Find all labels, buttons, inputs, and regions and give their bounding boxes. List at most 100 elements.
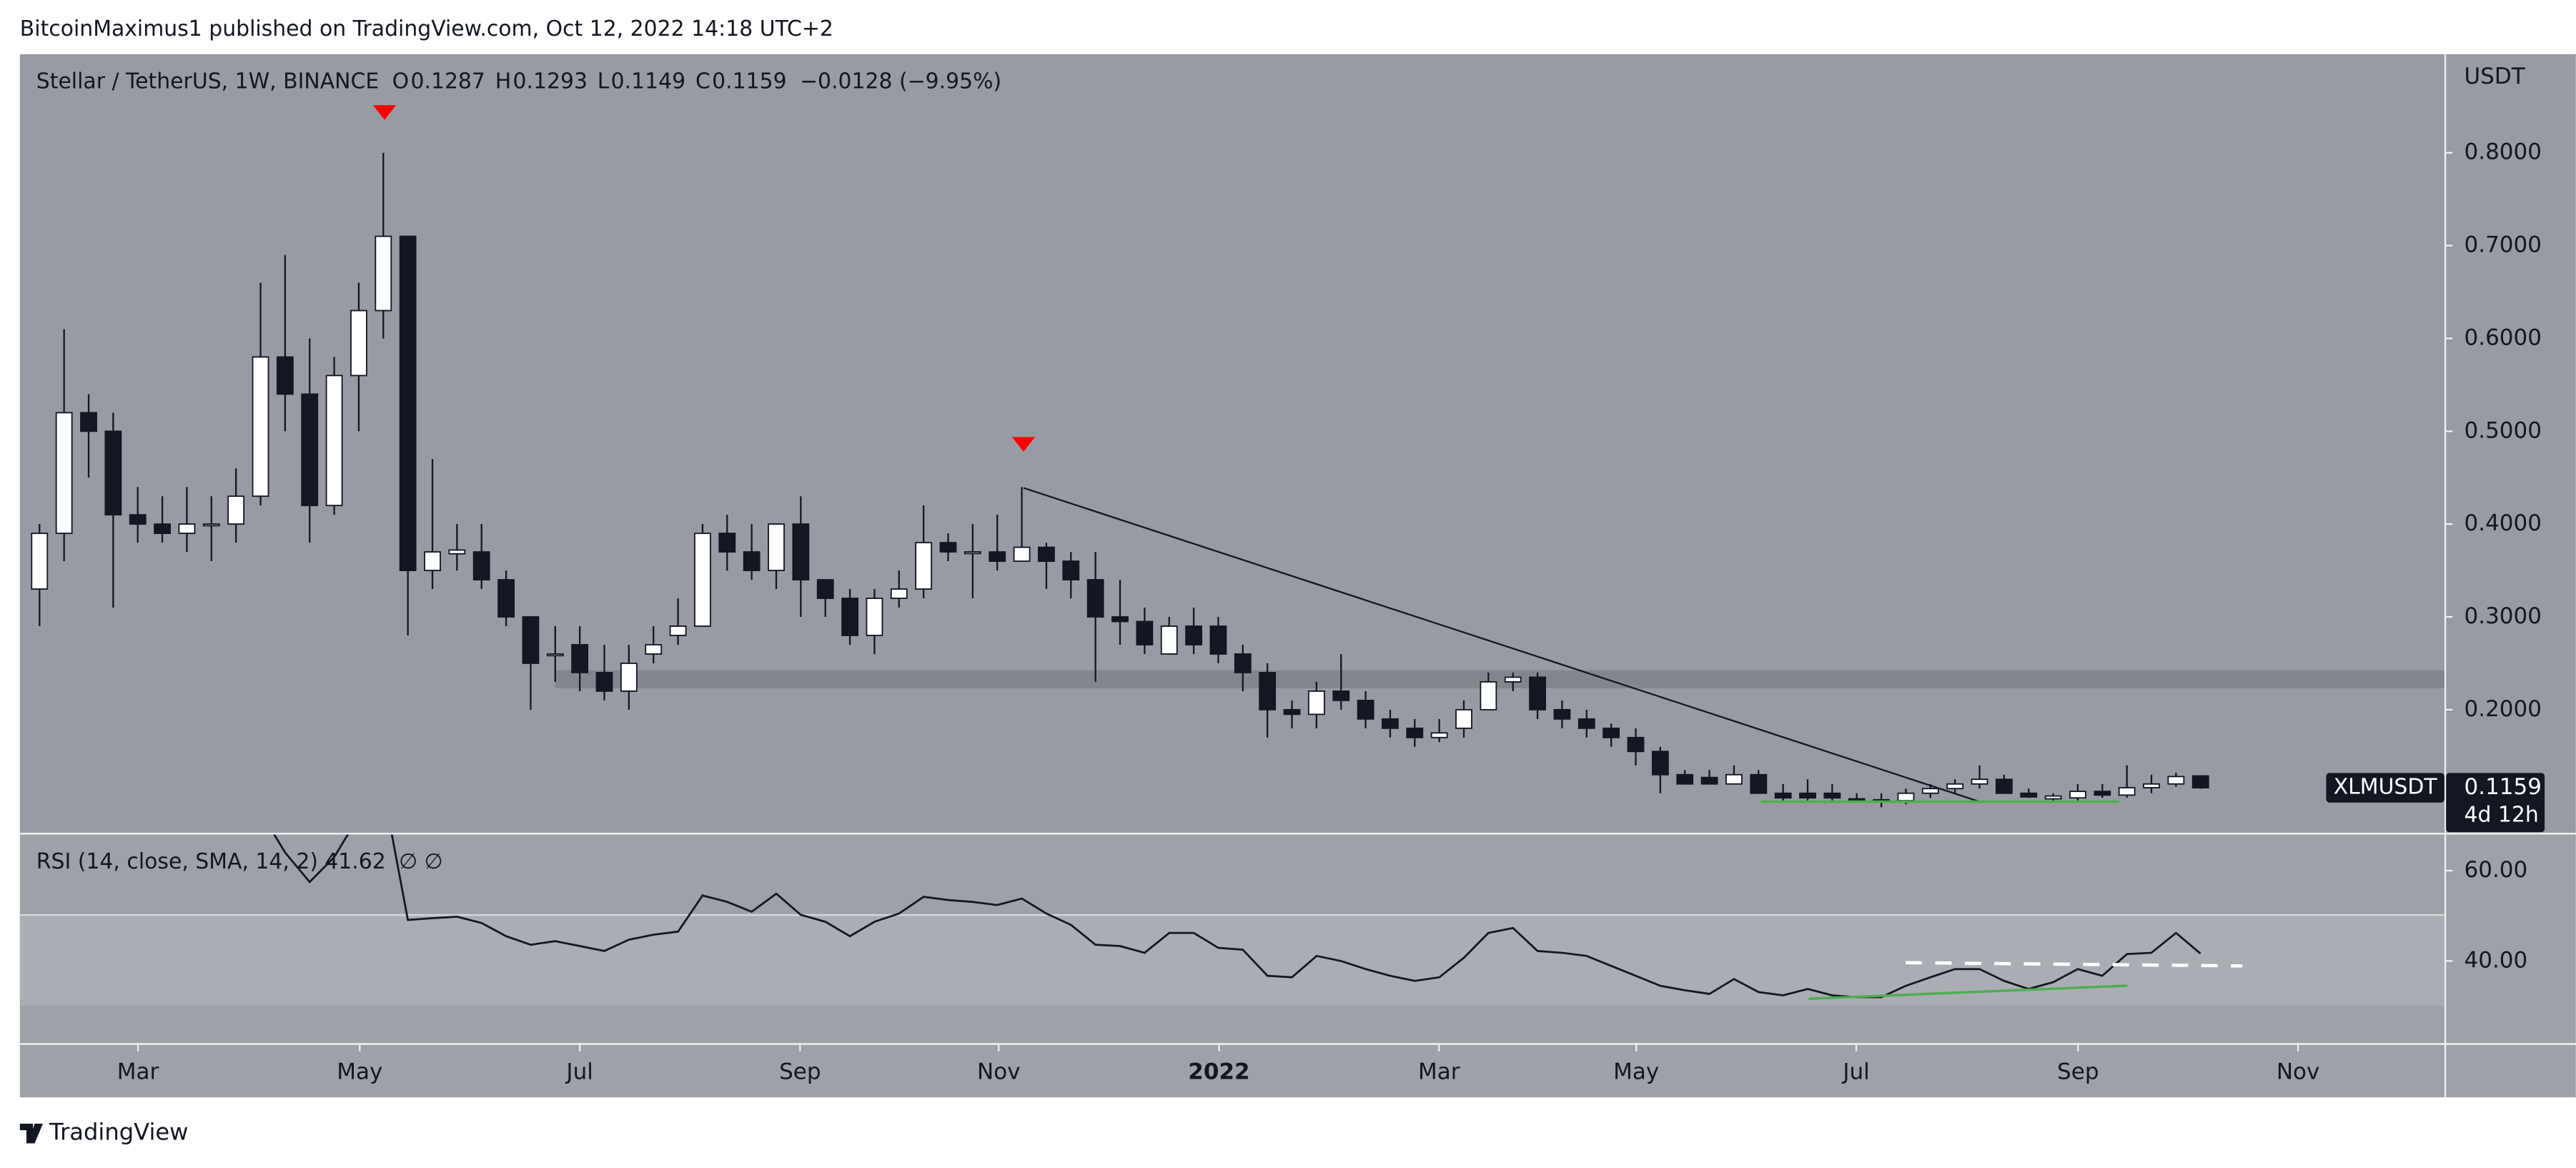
candle-body: [104, 430, 122, 516]
candle-body: [1750, 773, 1768, 794]
candle-body: [1136, 620, 1154, 645]
candle-body: [1602, 727, 1620, 738]
candle-body: [1651, 751, 1669, 776]
candle-body: [2069, 791, 2086, 799]
ohlc-value: 0.1293: [512, 69, 587, 94]
candle-body: [252, 356, 269, 498]
candle-body: [1160, 625, 1178, 655]
candle-body: [1971, 778, 1988, 785]
candle-body: [1725, 773, 1743, 785]
candle-body: [1946, 783, 1964, 790]
candle-body: [841, 598, 859, 636]
symbol: Stellar / TetherUS, 1W, BINANCE: [36, 69, 379, 94]
rsi-extra: ∅ ∅: [399, 849, 443, 874]
candle-body: [1504, 676, 1522, 683]
x-tick-label: Mar: [117, 1059, 159, 1085]
candle-body: [1111, 616, 1129, 623]
candle-body: [1086, 579, 1104, 618]
rsi-line: [273, 834, 2201, 999]
candle-body: [1382, 718, 1399, 729]
candle-body: [816, 579, 834, 599]
candle-body: [1234, 653, 1252, 673]
candle-body: [1283, 708, 1301, 716]
rsi-resistance-line: [1906, 961, 2243, 968]
candle-body: [1700, 776, 1718, 785]
candle-body: [915, 542, 933, 590]
ohlc-value: 0.1287: [410, 69, 485, 94]
countdown: 4d 12h: [2464, 803, 2538, 828]
candle-body: [472, 551, 490, 580]
candle-body: [866, 598, 883, 636]
candle-body: [2094, 791, 2111, 796]
candle-body: [1774, 792, 1792, 799]
candle-body: [645, 644, 663, 655]
ohlc-label: L: [598, 69, 610, 94]
rsi-y-tick-label: 40.00: [2464, 947, 2527, 973]
candle-body: [55, 412, 73, 535]
ohlc-value: 0.1149: [611, 69, 685, 94]
footer-logo: TradingView: [19, 1119, 188, 1146]
candle-body: [154, 523, 171, 535]
candle-body: [497, 579, 515, 618]
candle-body: [1529, 676, 1547, 711]
candle-body: [546, 653, 564, 657]
candle-body: [1307, 690, 1325, 716]
ticker-box: [2326, 773, 2444, 803]
x-tick-label: Jul: [565, 1059, 593, 1085]
candle-body: [1062, 560, 1080, 580]
y-tick-label: 0.6000: [2464, 325, 2542, 350]
ohlc-label: C: [695, 69, 710, 94]
candle-body: [718, 533, 736, 553]
candle-body: [1995, 778, 2013, 794]
candle-body: [694, 533, 711, 627]
rsi-band: [19, 915, 2444, 1006]
candle-body: [2044, 795, 2062, 800]
candle-body: [890, 588, 908, 599]
y-tick-label: 0.8000: [2464, 139, 2542, 165]
x-tick-label: Nov: [2277, 1059, 2320, 1085]
candle-body: [743, 551, 761, 571]
candle-body: [1332, 690, 1350, 701]
candle-body: [1357, 699, 1374, 720]
candle-body: [1897, 792, 1915, 802]
x-tick-label: May: [337, 1059, 382, 1085]
candle-body: [1921, 788, 1939, 794]
candle-body: [276, 356, 294, 395]
support-zone: [555, 670, 2444, 688]
y-tick-label: 0.3000: [2464, 603, 2542, 629]
candle-body: [1799, 792, 1816, 799]
y-tick-label: 0.5000: [2464, 417, 2542, 443]
candle-body: [989, 551, 1006, 563]
x-tick-label: May: [1613, 1059, 1659, 1085]
candle-body: [522, 616, 540, 664]
price-pane: [19, 54, 2576, 833]
x-tick-label: Nov: [977, 1059, 1021, 1085]
x-tick-label: Mar: [1418, 1059, 1460, 1085]
candle-body: [448, 549, 466, 555]
x-tick-label: 2022: [1188, 1059, 1249, 1085]
candle-body: [399, 235, 417, 571]
candle-body: [2143, 783, 2160, 788]
candle-body: [963, 551, 981, 555]
candle-body: [1848, 798, 1866, 802]
candle-body: [1823, 792, 1841, 799]
time-axis: [19, 1044, 2576, 1098]
y-tick-label: 0.2000: [2464, 696, 2542, 722]
candle-body: [80, 412, 97, 432]
candle-body: [325, 375, 343, 507]
top-marker: [372, 105, 397, 120]
candle-body: [1013, 546, 1031, 563]
candle-body: [2167, 776, 2185, 785]
candle-body: [350, 310, 367, 377]
trendline: [1023, 487, 1980, 803]
legend: Stellar / TetherUS, 1W, BINANCE O 0.1287 H 0…: [36, 69, 1001, 874]
candle-body: [1209, 625, 1227, 655]
candle-body: [178, 523, 196, 535]
candle-body: [1259, 671, 1277, 711]
candle-body: [2118, 787, 2136, 796]
top-marker: [1011, 437, 1036, 452]
x-tick-label: Sep: [2057, 1059, 2099, 1085]
ticker-label: XLMUSDT: [2334, 775, 2438, 800]
